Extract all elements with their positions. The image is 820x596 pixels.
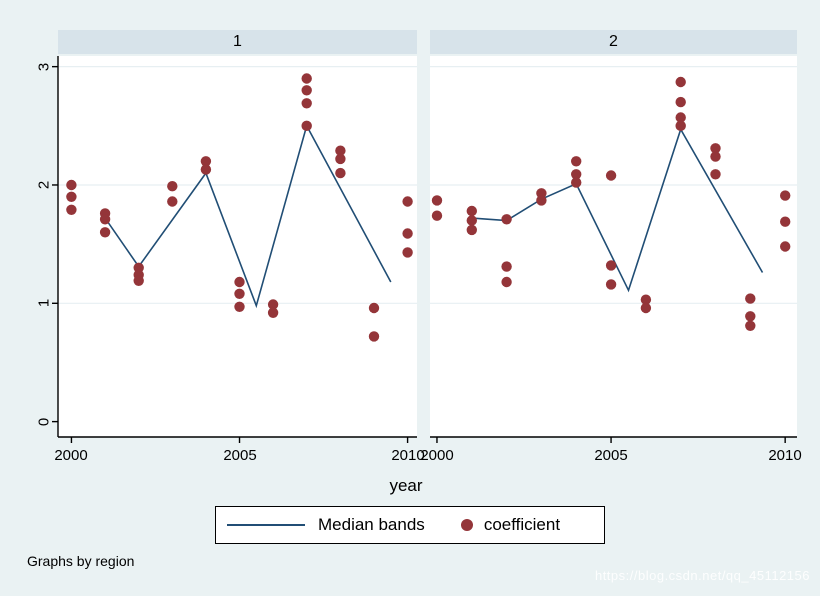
coefficient-marker-icon [460,519,473,531]
median-bands-line-icon [227,524,305,526]
panel-1-x-tick-2005: 2005 [223,447,257,464]
x-axis-title: year [389,476,423,495]
y-tick-label-2: 2 [35,180,53,190]
panel-2-plot-area [430,56,797,443]
y-tick-label-3: 3 [35,62,53,72]
legend-label-coefficient: coefficient [483,515,561,534]
panel-2-canvas [430,66,797,443]
watermark-url: https://blog.csdn.net/qq_45112156 [594,568,810,583]
legend-label-median-bands: Median bands [318,515,425,534]
graphs-by-note: Graphs by region [27,553,135,569]
panel-1-plot-area [52,56,417,443]
panel-1-x-tick-2000: 2000 [54,447,88,464]
y-tick-label-1: 1 [35,298,53,308]
panel-2-x-tick-2010: 2010 [768,447,802,464]
panel-1-x-tick-2010: 2010 [391,447,425,464]
panel-1-header: 1 [58,30,417,54]
legend: Median bands coefficient [215,506,605,544]
panel-1-label: 1 [233,33,242,50]
panel-2-header: 2 [430,30,797,54]
panel-2-x-tick-2005: 2005 [594,447,628,464]
panel-2-x-tick-2000: 2000 [420,447,454,464]
y-tick-label-0: 0 [35,417,53,427]
panel-2-label: 2 [609,33,618,50]
panel-1-canvas [52,56,417,443]
